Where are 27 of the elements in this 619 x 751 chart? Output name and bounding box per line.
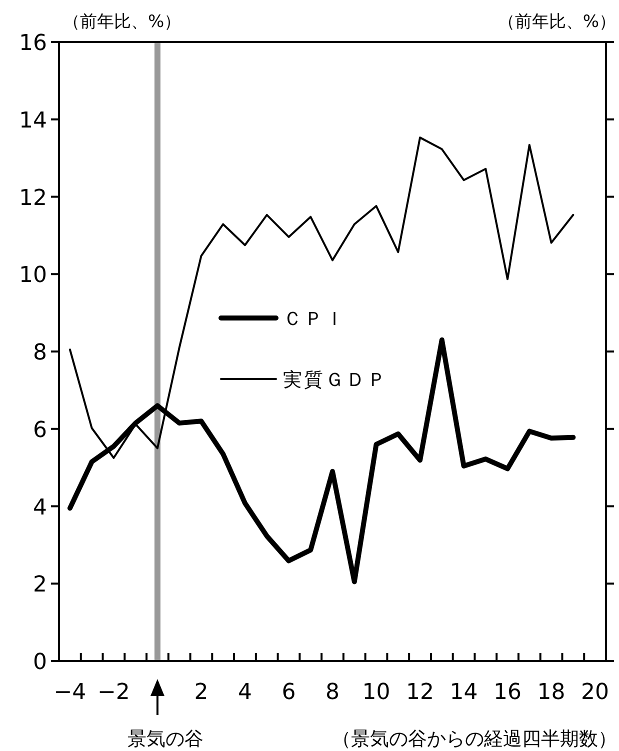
y-axis-title: （前年比、%） bbox=[63, 12, 182, 32]
x-tick-label: 6 bbox=[282, 680, 296, 705]
x-tick-label: 20 bbox=[581, 680, 610, 705]
y-tick-label: 0 bbox=[33, 650, 47, 675]
y-tick-label: 12 bbox=[19, 186, 47, 211]
y-tick-label: 16 bbox=[19, 31, 47, 56]
y-tick-label: 6 bbox=[33, 418, 47, 443]
text: 景気の谷 bbox=[127, 728, 204, 750]
y2-axis-title: （前年比、%） bbox=[498, 12, 616, 32]
legend-label: 実質ＧＤＰ bbox=[283, 369, 388, 391]
x-tick-label: 4 bbox=[238, 680, 252, 705]
y-tick-label: 2 bbox=[33, 572, 47, 598]
legend-label: ＣＰＩ bbox=[283, 308, 346, 330]
x-tick-label: −4 bbox=[54, 680, 86, 705]
x-axis-title: （景気の谷からの経過四半期数） bbox=[332, 728, 617, 750]
x-tick-label: 8 bbox=[326, 680, 340, 705]
y-tick-label: 10 bbox=[19, 263, 47, 288]
x-tick-label: 2 bbox=[194, 680, 208, 705]
x-tick-label: 12 bbox=[406, 680, 434, 705]
x-tick-label: 18 bbox=[537, 680, 566, 705]
y-tick-label: 14 bbox=[19, 108, 47, 134]
x-tick-label: 16 bbox=[494, 680, 522, 705]
y-tick-label: 4 bbox=[33, 495, 47, 520]
x-tick-label: −2 bbox=[97, 680, 130, 705]
x-tick-label: 10 bbox=[362, 680, 390, 705]
y-tick-label: 8 bbox=[33, 340, 47, 366]
x-tick-label: 14 bbox=[450, 680, 478, 705]
